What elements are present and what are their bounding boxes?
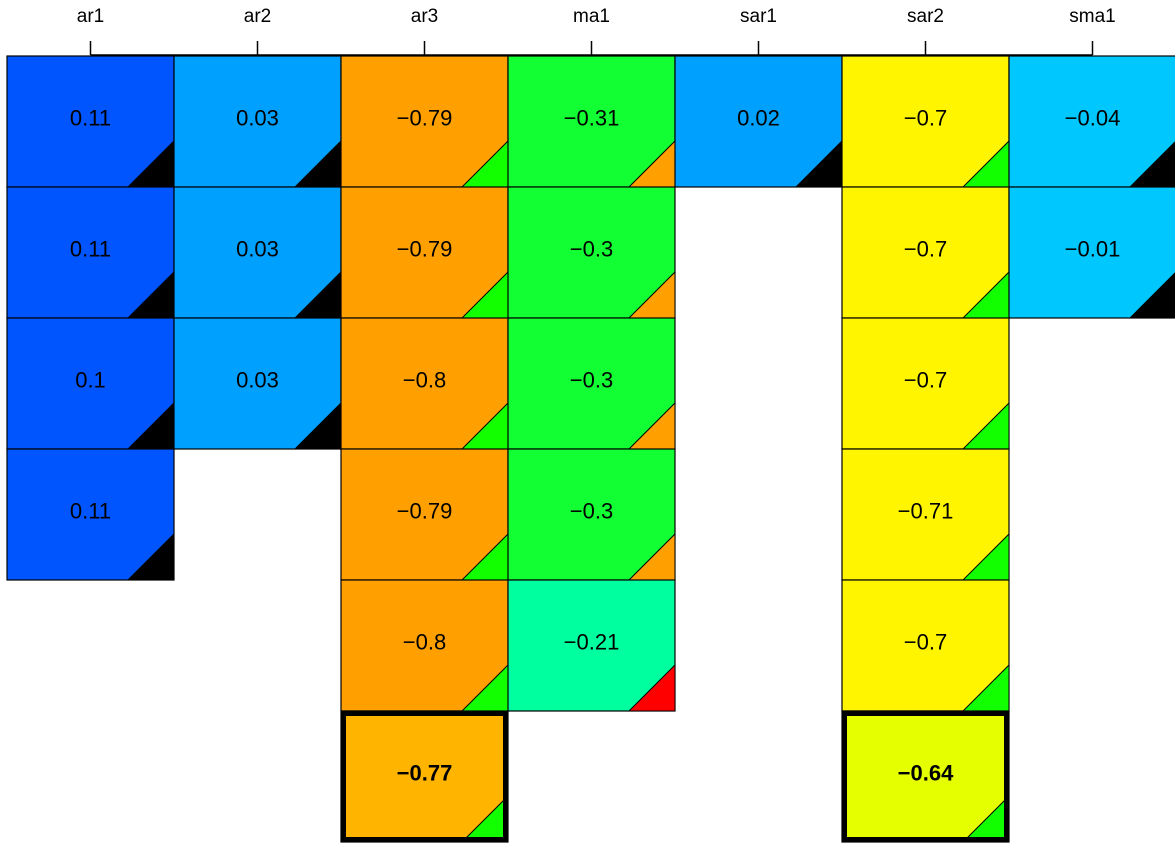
cell-ar3-3: −0.79 <box>340 448 509 581</box>
cell-rect <box>841 579 1010 712</box>
cell-value: −0.21 <box>564 629 620 654</box>
cell-rect <box>841 186 1010 319</box>
cell-ar1-1: 0.11 <box>6 186 175 319</box>
cell-rect <box>340 317 509 450</box>
cell-ar1-2: 0.1 <box>6 317 175 450</box>
cell-rect <box>841 710 1010 843</box>
cell-rect <box>674 55 843 188</box>
cell-ar2-0: 0.03 <box>173 55 342 188</box>
cell-value: 0.03 <box>236 105 279 130</box>
cell-value: −0.8 <box>403 367 446 392</box>
column-label-ar1: ar1 <box>77 6 104 27</box>
cell-value: −0.79 <box>397 498 453 523</box>
cell-ar2-2: 0.03 <box>173 317 342 450</box>
cell-rect <box>6 448 175 581</box>
column-label-sma1: sma1 <box>1069 6 1115 27</box>
cell-value: 0.03 <box>236 367 279 392</box>
cell-ar2-1: 0.03 <box>173 186 342 319</box>
cell-value: −0.04 <box>1065 105 1121 130</box>
cell-rect <box>6 186 175 319</box>
cell-rect <box>841 448 1010 581</box>
cell-ar3-2: −0.8 <box>340 317 509 450</box>
cell-rect <box>340 710 509 843</box>
cell-rect <box>507 317 676 450</box>
cell-ma1-3: −0.3 <box>507 448 676 581</box>
column-label-ar2: ar2 <box>244 6 271 27</box>
cell-value: 0.03 <box>236 236 279 261</box>
column-label-ar3: ar3 <box>411 6 438 27</box>
cell-rect <box>1008 186 1175 319</box>
cell-sar2-3: −0.71 <box>841 448 1010 581</box>
cell-value: −0.3 <box>570 367 613 392</box>
column-label-sar2: sar2 <box>907 6 944 27</box>
cell-ar3-4: −0.8 <box>340 579 509 712</box>
cell-rect <box>340 579 509 712</box>
cell-value: −0.01 <box>1065 236 1121 261</box>
cell-ar1-0: 0.11 <box>6 55 175 188</box>
cell-value: −0.64 <box>898 760 954 785</box>
cell-sar2-4: −0.7 <box>841 579 1010 712</box>
cell-value: −0.8 <box>403 629 446 654</box>
cell-ar3-1: −0.79 <box>340 186 509 319</box>
cell-rect <box>507 55 676 188</box>
corner-marker <box>126 532 175 581</box>
cell-value: −0.79 <box>397 236 453 261</box>
cell-value: 0.11 <box>70 236 111 261</box>
cell-value: 0.1 <box>75 367 106 392</box>
highlight-border <box>842 711 1009 842</box>
cell-grid: 0.11 0.11 0.1 0.11 0.03 0.03 0.03 −0.79 −0.79 −0.… <box>6 55 1175 843</box>
cell-rect <box>507 186 676 319</box>
cell-rect <box>507 448 676 581</box>
cell-rect <box>6 55 175 188</box>
cell-rect <box>6 317 175 450</box>
cell-rect <box>1008 55 1175 188</box>
corner-marker <box>1128 272 1175 319</box>
cell-rect <box>340 186 509 319</box>
cell-sma1-0: −0.04 <box>1008 55 1175 188</box>
column-label-sar1: sar1 <box>740 6 777 27</box>
cell-value: 0.02 <box>737 105 780 130</box>
cell-ar3-5: −0.77 <box>340 710 509 843</box>
cell-value: −0.7 <box>904 367 947 392</box>
cell-sar1-0: 0.02 <box>674 55 843 188</box>
cell-value: −0.79 <box>397 105 453 130</box>
cell-rect <box>340 448 509 581</box>
cell-sar2-2: −0.7 <box>841 317 1010 450</box>
cell-rect <box>841 55 1010 188</box>
cell-value: −0.77 <box>397 760 453 785</box>
cell-rect <box>507 579 676 712</box>
cell-ma1-1: −0.3 <box>507 186 676 319</box>
corner-marker <box>627 663 676 712</box>
cell-value: −0.3 <box>570 498 613 523</box>
column-label-ma1: ma1 <box>573 6 610 27</box>
cell-sar2-0: −0.7 <box>841 55 1010 188</box>
cell-value: −0.71 <box>898 498 954 523</box>
cell-value: −0.7 <box>904 236 947 261</box>
cell-value: −0.7 <box>904 629 947 654</box>
cell-value: −0.31 <box>564 105 620 130</box>
cell-value: 0.11 <box>70 105 111 130</box>
cell-ma1-4: −0.21 <box>507 579 676 712</box>
cell-sar2-5: −0.64 <box>841 710 1010 843</box>
cell-ma1-0: −0.31 <box>507 55 676 188</box>
cell-ar1-3: 0.11 <box>6 448 175 581</box>
cell-ma1-2: −0.3 <box>507 317 676 450</box>
cell-value: −0.3 <box>570 236 613 261</box>
cell-sma1-1: −0.01 <box>1008 186 1175 319</box>
column-axis: ar1 ar2 ar3 ma1 sar1 sar2 sma1 <box>77 6 1116 56</box>
cell-ar3-0: −0.79 <box>340 55 509 188</box>
cell-rect <box>340 55 509 188</box>
cell-value: −0.7 <box>904 105 947 130</box>
cell-value: 0.11 <box>70 498 111 523</box>
cell-sar2-1: −0.7 <box>841 186 1010 319</box>
cell-rect <box>173 317 342 450</box>
highlight-border <box>341 711 508 842</box>
cell-rect <box>841 317 1010 450</box>
